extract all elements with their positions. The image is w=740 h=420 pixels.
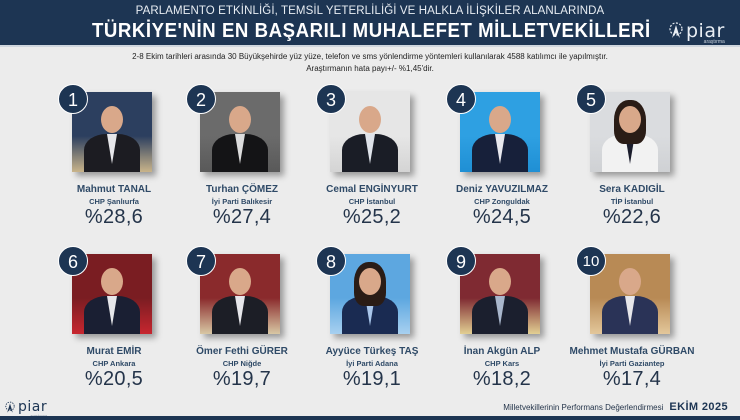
deputy-name: Sera KADIGİL xyxy=(599,184,665,195)
deputy-name: Ömer Fethi GÜRER xyxy=(196,346,288,357)
rank-badge: 4 xyxy=(446,84,476,114)
photo-figure-shirt xyxy=(625,134,635,164)
deputy-party-city: CHP Zonguldak xyxy=(474,197,530,206)
survey-method-text: 2-8 Ekim tarihleri arasında 30 Büyükşehi… xyxy=(132,52,608,61)
deputy-card: 6 Murat EMİR CHP Ankara %20,5 xyxy=(44,244,184,402)
deputy-score: %24,5 xyxy=(472,206,532,228)
footer-bar xyxy=(0,416,740,420)
deputy-photo xyxy=(200,254,280,334)
deputy-card: 9 İnan Akgün ALP CHP Kars %18,2 xyxy=(432,244,572,402)
deputy-party-city: İyi Parti Adana xyxy=(346,359,398,368)
deputy-score: %27,4 xyxy=(212,206,272,228)
deputy-card: 7 Ömer Fethi GÜRER CHP Niğde %19,7 xyxy=(172,244,312,402)
piar-logo-footer: piar araştırma xyxy=(4,399,48,418)
deputy-score: %28,6 xyxy=(84,206,144,228)
deputy-photo xyxy=(72,254,152,334)
deputy-party-city: CHP Şanlıurfa xyxy=(89,197,139,206)
deputy-party-city: CHP İstanbul xyxy=(348,197,396,206)
rank-badge: 8 xyxy=(316,246,346,276)
piar-logo-icon xyxy=(669,22,683,38)
piar-logo-tagline: araştırma xyxy=(703,39,725,45)
deputy-score: %25,2 xyxy=(342,206,402,228)
photo-figure-shirt xyxy=(107,296,117,326)
deputy-card: 2 Turhan ÇÖMEZ İyi Parti Balıkesir %27,4 xyxy=(172,82,312,240)
header-banner: PARLAMENTO ETKİNLİĞİ, TEMSİL YETERLİLİĞİ… xyxy=(0,0,740,47)
deputy-photo-frame xyxy=(200,254,280,334)
photo-figure-shirt xyxy=(495,296,505,326)
deputy-photo-frame xyxy=(72,254,152,334)
deputy-score: %19,1 xyxy=(342,368,402,390)
rank-badge: 6 xyxy=(58,246,88,276)
photo-figure-shirt xyxy=(235,296,245,326)
deputy-photo xyxy=(200,92,280,172)
photo-figure-head xyxy=(359,268,381,295)
photo-figure-shirt xyxy=(495,134,505,164)
photo-figure-shirt xyxy=(235,134,245,164)
deputy-name: Mahmut TANAL xyxy=(76,184,152,195)
photo-figure-shirt xyxy=(107,134,117,164)
footer-date: EKİM 2025 xyxy=(669,401,728,413)
page-title: TÜRKİYE'NİN EN BAŞARILI MUHALEFET MİLLET… xyxy=(92,20,651,42)
deputy-party-city: TİP İstanbul xyxy=(610,197,654,206)
header-subtitle: PARLAMENTO ETKİNLİĞİ, TEMSİL YETERLİLİĞİ… xyxy=(135,5,605,17)
deputy-name: Turhan ÇÖMEZ xyxy=(205,184,279,195)
photo-figure-shirt xyxy=(365,134,375,164)
piar-logo: piar araştırma xyxy=(668,20,725,45)
deputy-card: 1 Mahmut TANAL CHP Şanlıurfa %28,6 xyxy=(44,82,184,240)
rank-badge: 2 xyxy=(186,84,216,114)
rank-badge: 10 xyxy=(576,246,606,276)
deputy-name: Ayyüce Türkeş TAŞ xyxy=(325,346,419,357)
deputy-name: Cemal ENGİNYURT xyxy=(326,184,418,195)
deputy-score: %22,6 xyxy=(602,206,662,228)
deputy-party-city: İyi Parti Gaziantep xyxy=(599,359,665,368)
deputy-party-city: CHP Ankara xyxy=(92,359,136,368)
deputy-party-city: İyi Parti Balıkesir xyxy=(211,197,273,206)
photo-figure-shirt xyxy=(365,296,375,326)
photo-figure-head xyxy=(359,106,381,133)
deputy-name: İnan Akgün ALP xyxy=(463,346,541,357)
deputy-photo-frame xyxy=(200,92,280,172)
footer-label: Milletvekillerinin Performans Değerlendi… xyxy=(503,403,664,412)
deputy-card: 3 Cemal ENGİNYURT CHP İstanbul %25,2 xyxy=(302,82,442,240)
piar-logo-tagline: araştırma xyxy=(30,413,47,418)
deputy-score: %19,7 xyxy=(212,368,272,390)
margin-of-error-text: Araştırmanın hata payı+/- %1,45'dir. xyxy=(306,64,434,73)
deputy-card: 4 Deniz YAVUZILMAZ CHP Zonguldak %24,5 xyxy=(432,82,572,240)
photo-figure-head xyxy=(101,268,123,295)
deputy-name: Deniz YAVUZILMAZ xyxy=(455,184,549,195)
deputy-card: 5 Sera KADIGİL TİP İstanbul %22,6 xyxy=(562,82,702,240)
deputy-card: 8 Ayyüce Türkeş TAŞ İyi Parti Adana %19,… xyxy=(302,244,442,402)
rank-badge: 7 xyxy=(186,246,216,276)
photo-figure-head xyxy=(101,106,123,133)
photo-figure-shirt xyxy=(625,296,635,326)
rank-badge: 5 xyxy=(576,84,606,114)
footer-caption: Milletvekillerinin Performans Değerlendi… xyxy=(503,401,728,413)
survey-info: 2-8 Ekim tarihleri arasında 30 Büyükşehi… xyxy=(0,51,740,75)
rank-badge: 3 xyxy=(316,84,346,114)
rank-badge: 1 xyxy=(58,84,88,114)
piar-logo-word: piar xyxy=(686,20,725,42)
deputy-name: Mehmet Mustafa GÜRBAN xyxy=(569,346,695,357)
deputy-name: Murat EMİR xyxy=(86,346,142,357)
deputy-score: %20,5 xyxy=(84,368,144,390)
photo-figure-head xyxy=(489,106,511,133)
photo-figure-head xyxy=(229,106,251,133)
deputy-score: %18,2 xyxy=(472,368,532,390)
photo-figure-head xyxy=(229,268,251,295)
deputy-party-city: CHP Niğde xyxy=(222,359,262,368)
rank-badge: 9 xyxy=(446,246,476,276)
deputy-score: %17,4 xyxy=(602,368,662,390)
photo-figure-head xyxy=(489,268,511,295)
deputy-party-city: CHP Kars xyxy=(484,359,520,368)
photo-figure-head xyxy=(619,106,641,133)
piar-logo-icon xyxy=(5,401,15,413)
piar-logo-word: piar xyxy=(18,399,48,415)
photo-figure-head xyxy=(619,268,641,295)
deputy-card: 10 Mehmet Mustafa GÜRBAN İyi Parti Gazia… xyxy=(562,244,702,402)
